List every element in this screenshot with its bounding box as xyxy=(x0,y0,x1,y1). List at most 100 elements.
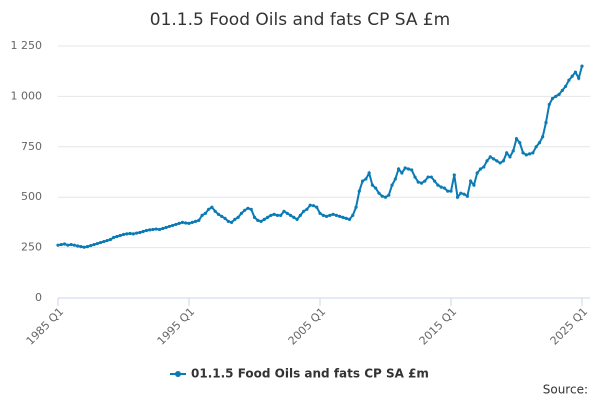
point xyxy=(524,153,528,157)
point xyxy=(164,225,168,230)
point xyxy=(446,189,450,193)
point xyxy=(282,209,286,213)
point xyxy=(121,232,126,237)
point xyxy=(95,241,99,246)
point xyxy=(200,213,204,217)
point xyxy=(252,215,257,219)
point xyxy=(514,137,519,141)
point xyxy=(272,212,276,216)
point xyxy=(531,151,535,155)
point xyxy=(413,175,417,179)
point xyxy=(308,203,312,207)
point xyxy=(220,214,224,218)
point xyxy=(223,216,227,220)
point xyxy=(580,64,584,68)
point xyxy=(98,240,103,245)
point xyxy=(397,167,401,171)
point xyxy=(239,211,243,215)
point xyxy=(305,207,309,211)
point xyxy=(262,217,266,221)
point xyxy=(505,151,509,155)
point xyxy=(315,205,319,209)
point xyxy=(423,179,427,183)
point xyxy=(72,243,76,247)
point xyxy=(59,242,63,247)
point xyxy=(171,223,175,228)
point xyxy=(167,224,171,229)
point xyxy=(148,228,152,232)
point xyxy=(439,185,443,189)
point xyxy=(433,179,437,183)
point xyxy=(436,183,440,187)
point xyxy=(472,183,476,187)
point xyxy=(459,191,463,195)
point xyxy=(328,213,332,217)
y-tick-label: 1 250 xyxy=(11,39,43,52)
point xyxy=(344,216,348,220)
point xyxy=(275,213,280,217)
point xyxy=(400,171,404,175)
x-tick-label: 2005 Q1 xyxy=(286,305,329,348)
y-tick-label: 1 000 xyxy=(11,89,43,102)
point xyxy=(482,165,486,169)
source: Source: xyxy=(543,383,588,397)
point xyxy=(203,211,207,215)
point xyxy=(521,151,525,155)
point xyxy=(357,189,361,193)
point xyxy=(426,175,430,179)
y-tick-label: 500 xyxy=(21,190,42,203)
point xyxy=(229,220,234,224)
point xyxy=(207,207,211,211)
point xyxy=(380,194,384,198)
point xyxy=(429,175,433,179)
point xyxy=(85,244,90,249)
point xyxy=(377,191,381,195)
point xyxy=(259,219,263,223)
y-tick-label: 250 xyxy=(21,241,42,254)
point xyxy=(279,213,283,217)
point xyxy=(406,167,411,171)
chart-title: 01.1.5 Food Oils and fats CP SA £m xyxy=(150,10,451,30)
point xyxy=(528,152,532,156)
point xyxy=(367,171,371,175)
point xyxy=(518,141,522,145)
point xyxy=(125,232,129,236)
point xyxy=(341,215,345,219)
legend-marker xyxy=(175,371,181,377)
point xyxy=(410,168,414,172)
point xyxy=(537,141,542,145)
point xyxy=(89,243,93,248)
point xyxy=(108,237,112,242)
x-tick-label: 1995 Q1 xyxy=(155,305,198,348)
point xyxy=(347,217,352,221)
point xyxy=(498,161,502,165)
point xyxy=(246,206,250,210)
point xyxy=(544,121,548,125)
point xyxy=(138,230,142,235)
point xyxy=(298,213,302,217)
point xyxy=(76,244,80,248)
point xyxy=(226,219,230,223)
point xyxy=(112,235,116,240)
point xyxy=(216,212,221,216)
point xyxy=(560,88,564,92)
point xyxy=(135,231,139,235)
point xyxy=(334,213,338,217)
series-line xyxy=(57,65,583,249)
point xyxy=(360,179,365,183)
point xyxy=(469,179,473,183)
point xyxy=(390,183,394,187)
point xyxy=(393,177,397,181)
point xyxy=(213,209,217,213)
point xyxy=(465,194,469,198)
point xyxy=(508,155,512,159)
point xyxy=(288,213,293,217)
point xyxy=(105,238,109,243)
point xyxy=(354,205,358,209)
point xyxy=(236,215,240,219)
point xyxy=(193,219,198,223)
point xyxy=(442,186,447,190)
point xyxy=(180,220,185,224)
point xyxy=(190,220,194,224)
